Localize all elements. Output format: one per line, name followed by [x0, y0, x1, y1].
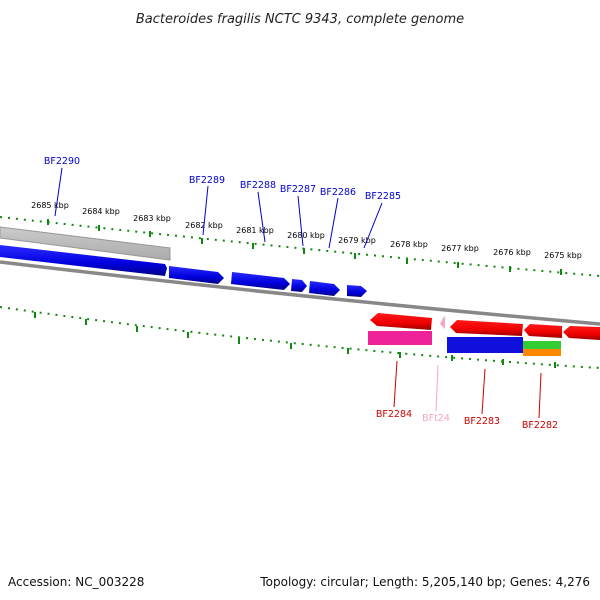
scale-label: 2675 kbp — [544, 251, 582, 260]
forward-gene-labels: BF2290 BF2289 BF2288 BF2287 BF2286 BF228… — [44, 156, 401, 202]
scale-label: 2685 kbp — [31, 201, 69, 210]
scale-label: 2681 kbp — [236, 226, 274, 235]
gene-label[interactable]: BF2282 — [522, 420, 558, 431]
grey-feature-band — [0, 226, 171, 261]
gene-arrow[interactable] — [309, 281, 340, 296]
gene-label[interactable]: BF2290 — [44, 156, 80, 167]
forward-tick-track — [0, 216, 600, 277]
reverse-genes — [368, 313, 600, 356]
map-title: Bacteroides fragilis NCTC 9343, complete… — [136, 12, 464, 27]
feature-bar-blue — [447, 337, 523, 353]
gene-arrow[interactable] — [450, 320, 523, 336]
gene-arrow[interactable] — [291, 279, 307, 292]
gene-arrow[interactable] — [0, 245, 167, 276]
gene-arrow[interactable] — [231, 272, 290, 290]
topology-text: Topology: circular; Length: 5,205,140 bp… — [259, 575, 590, 589]
gene-arrow[interactable] — [524, 324, 562, 338]
scale-label: 2683 kbp — [133, 214, 171, 223]
gene-arrow[interactable] — [347, 285, 367, 297]
scale-label: 2676 kbp — [493, 248, 531, 257]
trna-arrow[interactable] — [440, 316, 445, 329]
leader-lines — [54, 167, 542, 419]
feature-bar-orange — [523, 349, 561, 356]
scale-label: 2680 kbp — [287, 231, 325, 240]
scale-label: 2679 kbp — [338, 236, 376, 245]
scale-label: 2684 kbp — [82, 207, 120, 216]
gene-label[interactable]: BF2286 — [320, 187, 356, 198]
feature-bar-magenta — [368, 331, 432, 345]
gene-label[interactable]: BF2284 — [376, 409, 412, 420]
gene-label[interactable]: BF2283 — [464, 416, 500, 427]
reverse-gene-labels: BF2284 BFt24 BF2283 BF2282 — [376, 409, 558, 431]
reverse-tick-track — [0, 306, 600, 369]
accession-text: Accession: NC_003228 — [8, 575, 144, 589]
feature-bar-green — [523, 341, 561, 349]
gene-label[interactable]: BF2288 — [240, 180, 276, 191]
gene-label[interactable]: BF2287 — [280, 184, 316, 195]
gene-arrow[interactable] — [169, 266, 224, 284]
gene-label[interactable]: BFt24 — [422, 413, 450, 424]
gene-label[interactable]: BF2285 — [365, 191, 401, 202]
gene-arrow[interactable] — [370, 313, 432, 330]
scale-label: 2677 kbp — [441, 244, 479, 253]
scale-label: 2678 kbp — [390, 240, 428, 249]
gene-label[interactable]: BF2289 — [189, 175, 225, 186]
genome-backbone — [0, 260, 600, 326]
forward-genes — [0, 245, 367, 297]
gene-arrow[interactable] — [563, 326, 600, 340]
